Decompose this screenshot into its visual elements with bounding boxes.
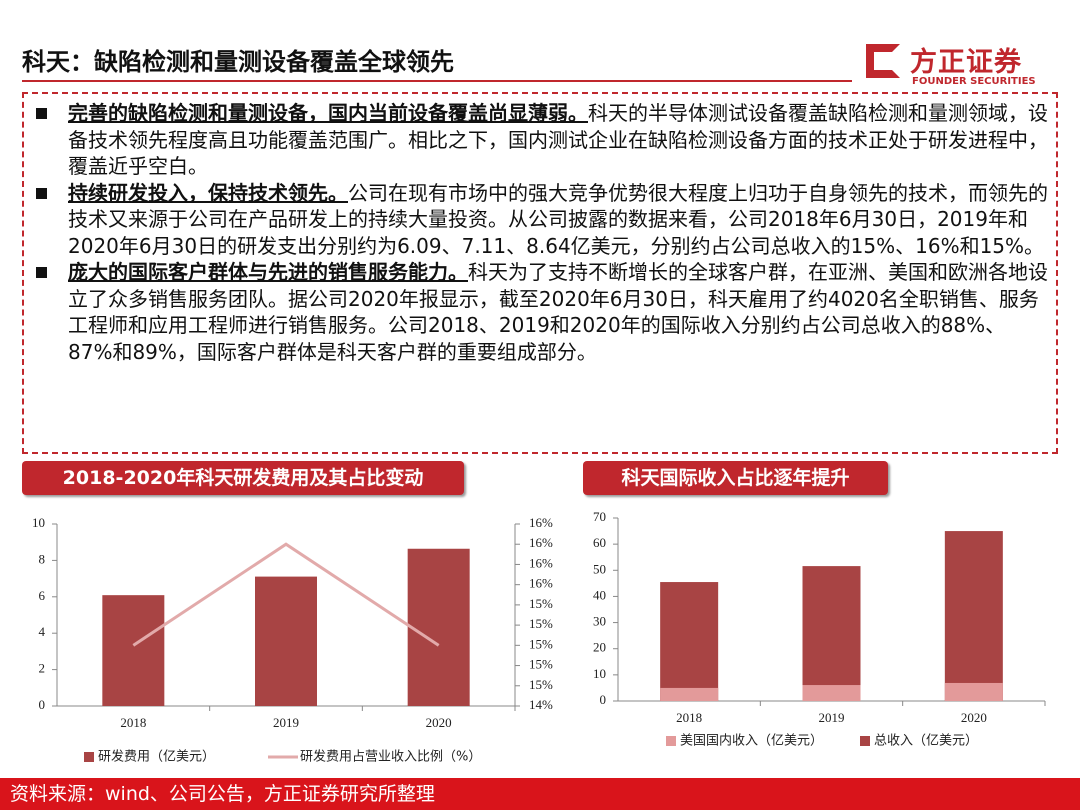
y2-tick-label: 14% (529, 697, 553, 712)
bullet-lead: 持续研发投入，保持技术领先。 (68, 180, 348, 205)
y-tick-label: 0 (39, 697, 46, 712)
x-tick-label: 2020 (426, 715, 452, 730)
footer: 资料来源：wind、公司公告，方正证券研究所整理 (0, 778, 1080, 810)
chart-banner: 2018-2020年科天研发费用及其占比变动 (22, 461, 464, 495)
y-tick-label: 10 (32, 515, 45, 530)
y2-tick-label: 15% (529, 657, 553, 672)
y2-tick-label: 15% (529, 616, 553, 631)
y2-tick-label: 16% (529, 535, 553, 550)
legend-label: 研发费用占营业收入比例（%） (300, 749, 481, 765)
bar (255, 576, 317, 706)
logo-sub: FOUNDER SECURITIES (912, 76, 1036, 87)
bar (407, 548, 470, 706)
bullet-lead: 庞大的国际客户群体与先进的销售服务能力。 (68, 260, 468, 284)
bullet: 庞大的国际客户群体与先进的销售服务能力。科天为了支持不断增长的全球客户群，在亚洲… (36, 259, 1048, 365)
title-rule (22, 80, 852, 82)
y-tick-label: 4 (39, 624, 46, 639)
legend-marker (860, 736, 870, 746)
y-tick-label: 10 (593, 666, 606, 681)
y-tick-label: 70 (593, 509, 606, 524)
y2-tick-label: 15% (529, 596, 553, 611)
y-tick-label: 6 (39, 588, 46, 603)
y-tick-label: 2 (39, 661, 46, 676)
y2-tick-label: 16% (529, 576, 553, 591)
x-tick-label: 2020 (961, 710, 987, 725)
legend-label: 美国国内收入（亿美元） (680, 733, 823, 749)
x-tick-label: 2018 (120, 715, 146, 730)
y2-tick-label: 16% (529, 555, 553, 570)
logo: 方正证券 FOUNDER SECURITIES (862, 40, 1062, 90)
bullet: 持续研发投入，保持技术领先。公司在现有市场中的强大竞争优势很大程度上归功于自身领… (36, 180, 1048, 260)
chart-banner: 科天国际收入占比逐年提升 (583, 461, 888, 495)
y2-tick-label: 15% (529, 677, 553, 692)
line-series (132, 542, 440, 647)
logo-mark (866, 44, 900, 78)
bar (660, 687, 719, 701)
bar (802, 685, 861, 701)
y-tick-label: 8 (39, 551, 46, 566)
bar (802, 566, 861, 701)
bullet: 完善的缺陷检测和量测设备，国内当前设备覆盖尚显薄弱。科天的半导体测试设备覆盖缺陷… (36, 100, 1048, 180)
bullet-lead: 完善的缺陷检测和量测设备，国内当前设备覆盖尚显薄弱。 (68, 101, 588, 125)
legend-label: 研发费用（亿美元） (98, 749, 215, 765)
y-tick-label: 30 (593, 614, 606, 629)
bar (944, 682, 1003, 701)
legend-marker (84, 752, 94, 762)
bar (102, 595, 165, 706)
x-tick-label: 2018 (676, 710, 702, 725)
bullet-text: 科天的半导体测试设备覆盖缺陷检测和量测领域，设备技术领先程度高且功能覆盖范围广。… (68, 101, 1048, 178)
y-tick-label: 20 (593, 640, 606, 655)
y-tick-label: 60 (593, 535, 606, 550)
y-tick-label: 50 (593, 561, 606, 576)
legend-label: 总收入（亿美元） (874, 734, 978, 749)
x-tick-label: 2019 (819, 710, 845, 725)
slide-title: 科天：缺陷检测和量测设备覆盖全球领先 (22, 48, 454, 76)
y-tick-label: 0 (600, 692, 607, 707)
x-tick-label: 2019 (273, 715, 299, 730)
legend-marker (666, 736, 676, 746)
y-tick-label: 40 (593, 587, 606, 602)
y2-tick-label: 16% (529, 515, 553, 530)
bar (944, 531, 1003, 701)
bullet-text: 科天为了支持不断增长的全球客户群，在亚洲、美国和欧洲各地设立了众多销售服务团队。… (68, 260, 1048, 364)
bullet-text: 公司在现有市场中的强大竞争优势很大程度上归功于自身领先的技术，而领先的技术又来源… (68, 180, 1048, 258)
bar (660, 582, 719, 701)
logo-name: 方正证券 (910, 47, 1022, 78)
bullet-box: 完善的缺陷检测和量测设备，国内当前设备覆盖尚显薄弱。科天的半导体测试设备覆盖缺陷… (22, 92, 1058, 454)
y2-tick-label: 15% (529, 636, 553, 651)
